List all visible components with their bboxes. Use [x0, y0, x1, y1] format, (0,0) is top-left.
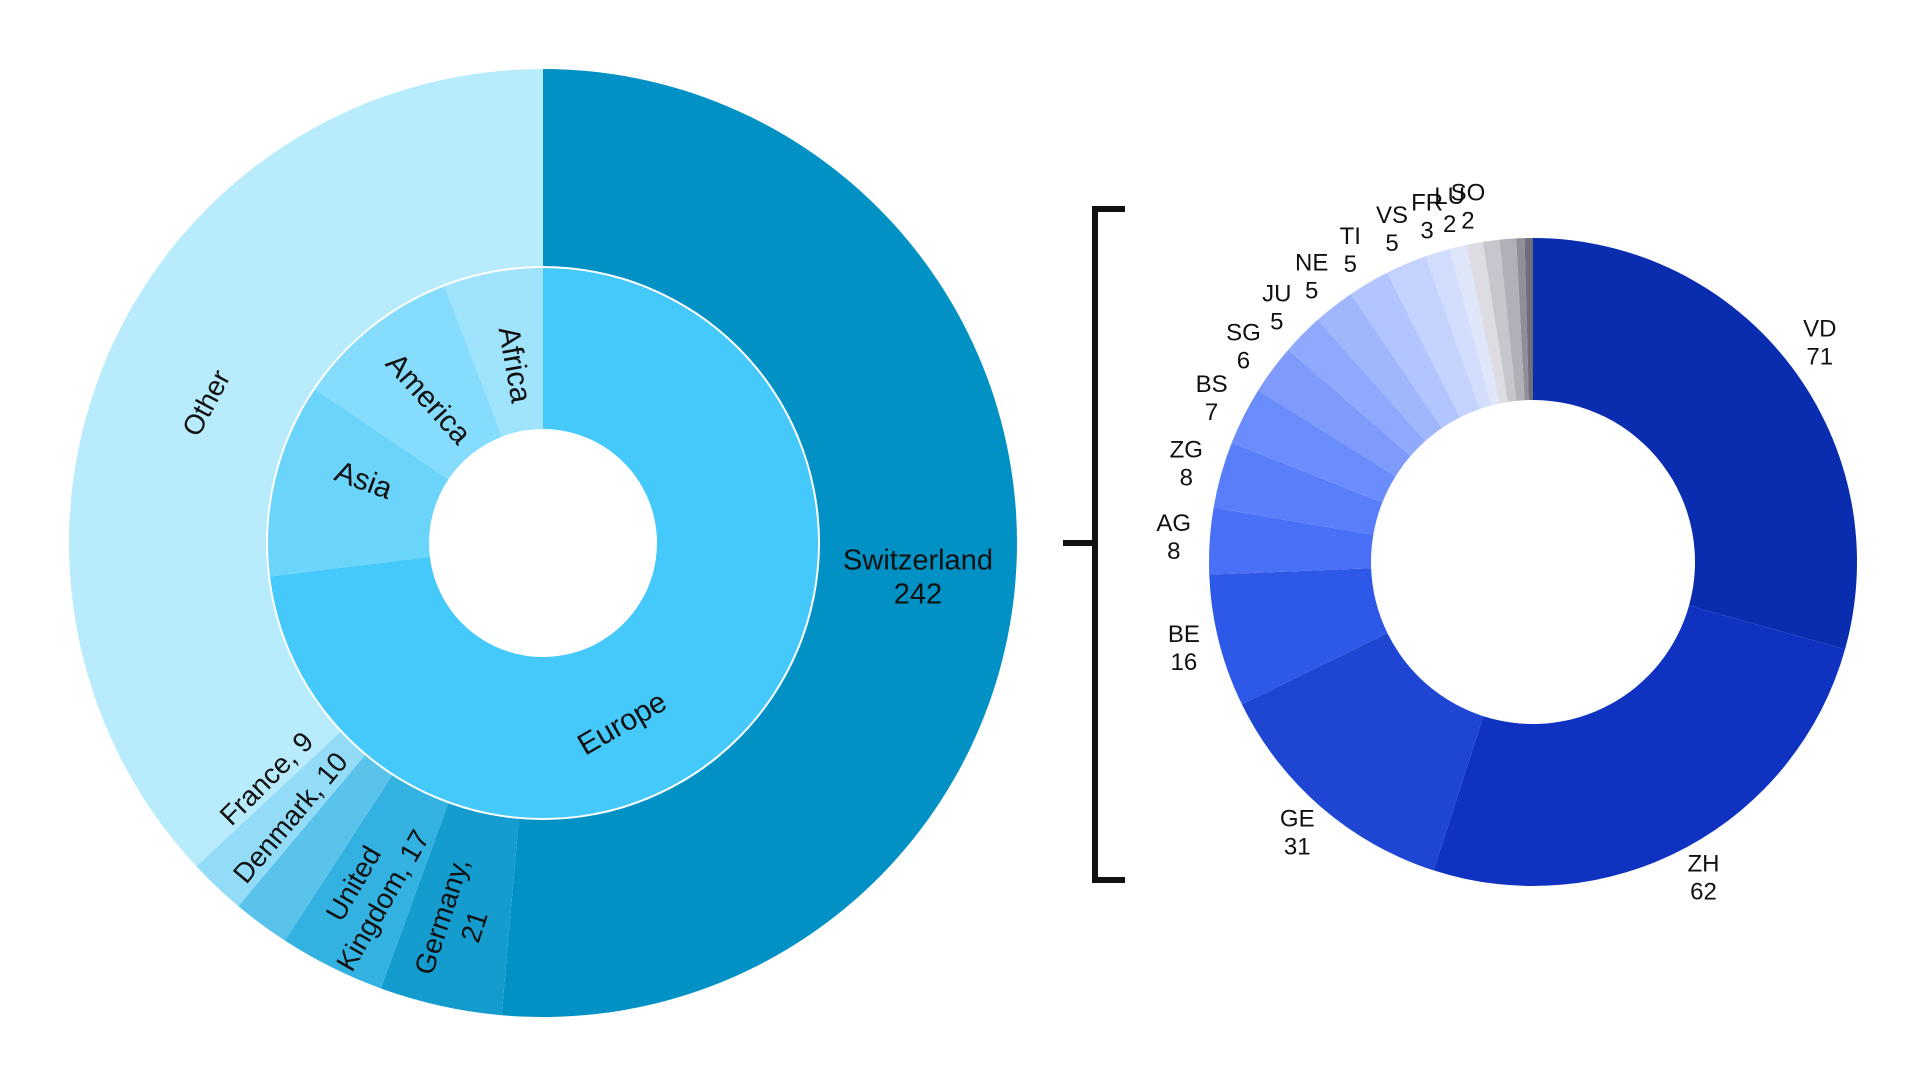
- donut-label-name: GE: [1280, 805, 1315, 832]
- donut-label-value: 71: [1806, 344, 1833, 371]
- outer-label-switzerland: Switzerland 242: [843, 545, 993, 611]
- donut-slice-fr: [1425, 248, 1492, 410]
- outer-label-line: Switzerland: [843, 545, 993, 577]
- donut-slice-minor-18: [1524, 238, 1533, 401]
- donut-label-value: 8: [1180, 464, 1193, 491]
- donut-label-name: ZH: [1687, 850, 1719, 877]
- donut-label-ne: NE 5: [1295, 249, 1328, 304]
- donut-label-value: 2: [1461, 207, 1474, 234]
- donut-slice-be: [1209, 568, 1388, 705]
- donut-label-ju: JU 5: [1262, 280, 1291, 335]
- donut-slice-ne: [1317, 294, 1442, 441]
- donut-label-value: 5: [1270, 308, 1283, 335]
- donut-label-zg: ZG 8: [1170, 436, 1203, 491]
- donut-label-value: 16: [1171, 649, 1198, 676]
- donut-label-name: JU: [1262, 280, 1291, 307]
- inner-slice-africa: [444, 268, 543, 437]
- donut-label-name: FR: [1411, 189, 1443, 216]
- donut-label-bs: BS 7: [1196, 371, 1228, 426]
- donut-label-name: NE: [1295, 249, 1328, 276]
- donut-label-name: SO: [1451, 179, 1486, 206]
- donut-slice-sg: [1258, 349, 1411, 477]
- donut-label-name: BS: [1196, 371, 1228, 398]
- outer-label-line: 242: [894, 579, 942, 611]
- donut-label-name: ZG: [1170, 436, 1203, 463]
- donut-label-lu: LU 2: [1434, 183, 1465, 238]
- donut-label-name: LU: [1434, 183, 1465, 210]
- donut-label-value: 6: [1237, 347, 1250, 374]
- donut-label-value: 2: [1443, 211, 1456, 238]
- donut-label-value: 62: [1690, 878, 1717, 905]
- inner-slice-america: [315, 286, 503, 480]
- donut-label-ge: GE 31: [1280, 805, 1315, 860]
- donut-label-value: 5: [1305, 277, 1318, 304]
- donut-slice-minor-16: [1499, 238, 1525, 401]
- donut-label-be: BE 16: [1168, 621, 1200, 676]
- donut-label-value: 3: [1420, 217, 1433, 244]
- bracket-connector: [1063, 206, 1125, 883]
- donut-label-name: BE: [1168, 621, 1200, 648]
- donut-slice-lu: [1449, 244, 1500, 406]
- donut-label-value: 31: [1284, 833, 1311, 860]
- donut-label-name: SG: [1226, 319, 1261, 346]
- donut-slice-zg: [1213, 442, 1383, 535]
- inner-slice-asia: [267, 389, 449, 577]
- donut-label-value: 7: [1205, 399, 1218, 426]
- outer-slice-other: [69, 68, 543, 867]
- donut-label-ag: AG 8: [1156, 510, 1191, 565]
- donut-label-ti: TI 5: [1340, 223, 1361, 278]
- donut-label-name: VS: [1376, 202, 1408, 229]
- inner-slice-europe: [270, 268, 818, 819]
- donut-label-vd: VD 71: [1803, 316, 1836, 371]
- outer-slice-france: [196, 730, 367, 907]
- donut-label-name: TI: [1340, 223, 1361, 250]
- donut-slice-so: [1466, 241, 1508, 404]
- outer-slice-united-kingdom: [284, 773, 449, 989]
- donut-slice-ju: [1288, 319, 1426, 456]
- donut-slice-vs: [1387, 256, 1480, 418]
- donut-label-fr: FR 3: [1411, 189, 1443, 244]
- donut-slice-ge: [1241, 633, 1484, 871]
- donut-label-zh: ZH 62: [1687, 850, 1719, 905]
- donut-label-sg: SG 6: [1226, 319, 1261, 374]
- donut-label-vs: VS 5: [1376, 202, 1408, 257]
- donut-label-value: 5: [1385, 230, 1398, 257]
- donut-slice-ag: [1209, 507, 1374, 575]
- donut-slice-minor-17: [1516, 238, 1529, 401]
- donut-slice-minor-15: [1482, 239, 1517, 402]
- donut-label-value: 5: [1344, 251, 1357, 278]
- outer-slice-germany: [380, 801, 520, 1016]
- outer-slice-denmark: [238, 753, 394, 941]
- donut-label-value: 8: [1167, 538, 1180, 565]
- donut-label-so: SO 2: [1451, 179, 1486, 234]
- donut-slice-bs: [1231, 390, 1396, 503]
- donut-slice-ti: [1350, 272, 1461, 429]
- donut-label-name: AG: [1156, 510, 1191, 537]
- outer-slice-switzerland: [501, 69, 1018, 1017]
- donut-slice-vd: [1533, 238, 1858, 650]
- donut-label-name: VD: [1803, 316, 1836, 343]
- donut-slice-zh: [1433, 605, 1846, 886]
